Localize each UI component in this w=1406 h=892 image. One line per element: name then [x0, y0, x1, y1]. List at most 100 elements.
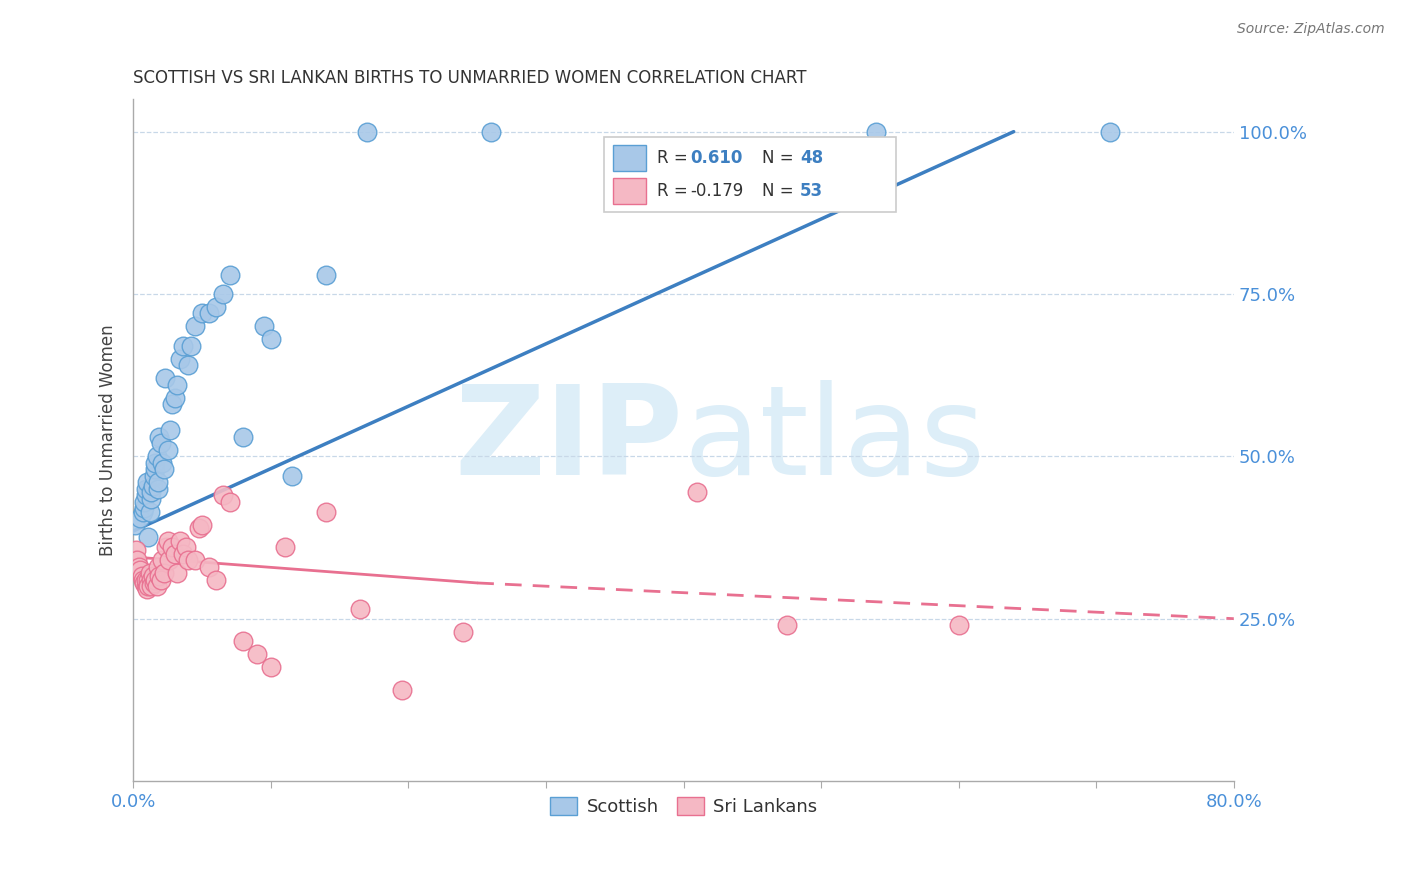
Point	[132, 573, 155, 587]
Point	[280, 468, 302, 483]
Point	[198, 559, 221, 574]
Point	[948, 618, 970, 632]
Point	[163, 547, 186, 561]
Point	[143, 462, 166, 476]
Point	[160, 540, 183, 554]
Legend: Scottish, Sri Lankans: Scottish, Sri Lankans	[543, 789, 824, 823]
Point	[174, 540, 197, 554]
Point	[315, 268, 337, 282]
Point	[135, 573, 157, 587]
Point	[142, 569, 165, 583]
Point	[172, 547, 194, 561]
Text: SCOTTISH VS SRI LANKAN BIRTHS TO UNMARRIED WOMEN CORRELATION CHART: SCOTTISH VS SRI LANKAN BIRTHS TO UNMARRI…	[134, 69, 807, 87]
Point	[149, 573, 172, 587]
Point	[177, 553, 200, 567]
Point	[166, 377, 188, 392]
Point	[150, 456, 173, 470]
Point	[141, 485, 163, 500]
Point	[135, 579, 157, 593]
Text: R =: R =	[657, 182, 693, 200]
Point	[128, 559, 150, 574]
Point	[145, 450, 167, 464]
Point	[218, 495, 240, 509]
Point	[163, 391, 186, 405]
Point	[191, 517, 214, 532]
Point	[135, 488, 157, 502]
Point	[129, 511, 152, 525]
Point	[865, 125, 887, 139]
Point	[232, 634, 254, 648]
Point	[273, 540, 295, 554]
Point	[124, 517, 146, 532]
FancyBboxPatch shape	[613, 178, 647, 203]
Text: N =: N =	[762, 182, 799, 200]
Text: atlas: atlas	[683, 380, 986, 500]
Point	[260, 333, 283, 347]
Y-axis label: Births to Unmarried Women: Births to Unmarried Women	[100, 325, 117, 556]
Point	[149, 436, 172, 450]
Point	[141, 579, 163, 593]
Point	[124, 553, 146, 567]
Point	[143, 573, 166, 587]
Point	[138, 579, 160, 593]
Point	[148, 430, 170, 444]
Point	[143, 456, 166, 470]
Point	[169, 351, 191, 366]
Point	[177, 359, 200, 373]
Point	[349, 602, 371, 616]
Point	[153, 371, 176, 385]
Point	[141, 573, 163, 587]
Point	[184, 319, 207, 334]
Point	[211, 488, 233, 502]
Point	[184, 553, 207, 567]
Point	[776, 618, 799, 632]
Point	[152, 462, 174, 476]
Point	[131, 569, 153, 583]
Point	[253, 319, 276, 334]
Point	[139, 566, 162, 581]
Point	[145, 579, 167, 593]
Point	[232, 430, 254, 444]
Point	[391, 683, 413, 698]
Text: -0.179: -0.179	[690, 182, 744, 200]
FancyBboxPatch shape	[613, 145, 647, 170]
Point	[146, 482, 169, 496]
FancyBboxPatch shape	[605, 136, 896, 211]
Point	[134, 576, 156, 591]
Text: N =: N =	[762, 149, 799, 167]
Point	[127, 553, 149, 567]
Text: 48: 48	[800, 149, 824, 167]
Point	[159, 423, 181, 437]
Point	[155, 540, 177, 554]
Point	[150, 553, 173, 567]
Point	[453, 624, 475, 639]
Point	[129, 563, 152, 577]
Point	[211, 287, 233, 301]
Point	[191, 306, 214, 320]
Text: R =: R =	[657, 149, 693, 167]
Point	[160, 397, 183, 411]
Point	[136, 475, 159, 490]
Point	[188, 521, 211, 535]
Point	[152, 566, 174, 581]
Point	[134, 501, 156, 516]
Point	[156, 533, 179, 548]
Point	[356, 125, 378, 139]
Point	[260, 660, 283, 674]
Point	[142, 478, 165, 492]
Point	[169, 533, 191, 548]
Point	[479, 125, 502, 139]
Point	[1098, 125, 1121, 139]
Point	[134, 495, 156, 509]
Point	[143, 576, 166, 591]
Point	[157, 553, 180, 567]
Point	[172, 339, 194, 353]
Point	[148, 569, 170, 583]
Point	[218, 268, 240, 282]
Point	[139, 504, 162, 518]
Point	[315, 504, 337, 518]
Point	[246, 648, 269, 662]
Point	[132, 504, 155, 518]
Point	[180, 339, 202, 353]
Point	[198, 306, 221, 320]
